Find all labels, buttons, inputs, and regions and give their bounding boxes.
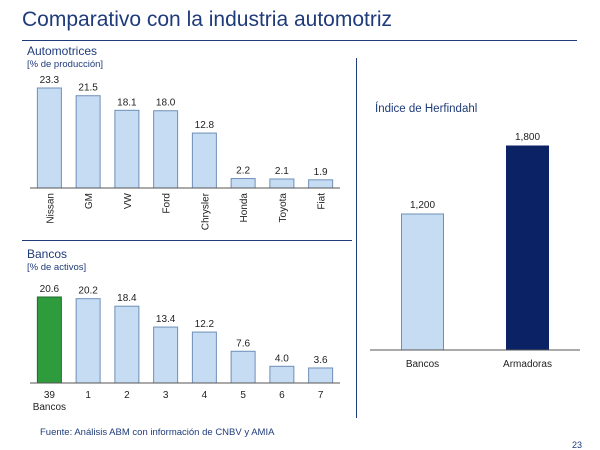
x-tick-label: Nissan xyxy=(45,193,56,224)
x-tick-label: 6 xyxy=(279,390,285,401)
bar xyxy=(153,110,179,189)
data-label: 13.4 xyxy=(156,314,176,325)
x-tick-label: Armadoras xyxy=(503,359,552,370)
bar-highlighted xyxy=(36,296,62,384)
x-tick-label: Fiat xyxy=(317,193,328,210)
bar xyxy=(114,305,140,384)
bar xyxy=(191,331,217,384)
page-number: 23 xyxy=(571,440,582,450)
vertical-divider xyxy=(356,58,357,418)
data-label: 2.2 xyxy=(236,166,250,177)
x-tick-label: Bancos xyxy=(406,359,439,370)
data-label: 1.9 xyxy=(314,167,328,178)
x-tick-label: 2 xyxy=(124,390,130,401)
x-tick-label: 4 xyxy=(202,390,208,401)
data-label: 18.1 xyxy=(117,97,137,108)
data-label: 20.2 xyxy=(78,286,98,297)
x-tick-label: GM xyxy=(84,193,95,209)
x-tick-label: Ford xyxy=(162,193,173,214)
data-label: 12.8 xyxy=(195,120,215,131)
section-divider xyxy=(22,240,352,241)
automotrices-chart-unit: [% de producción] xyxy=(27,59,104,70)
automotrices-chart-title: Automotrices xyxy=(27,44,98,58)
x-tick-label: 7 xyxy=(318,390,324,401)
bar xyxy=(191,132,217,189)
title-divider xyxy=(22,40,577,41)
x-tick-label: Honda xyxy=(239,193,250,223)
bar xyxy=(114,109,140,189)
x-tick-label: 5 xyxy=(240,390,246,401)
data-label: 20.6 xyxy=(40,284,60,295)
x-tick-label: Bancos xyxy=(33,402,66,413)
x-tick-label: VW xyxy=(123,192,134,209)
bar xyxy=(230,350,256,384)
bar xyxy=(506,145,549,351)
bancos-chart-unit: [% de activos] xyxy=(27,262,87,273)
data-label: 7.6 xyxy=(236,338,250,349)
data-label: 2.1 xyxy=(275,166,289,177)
data-label: 18.4 xyxy=(117,293,137,304)
data-label: 21.5 xyxy=(78,83,98,94)
data-label: 18.0 xyxy=(156,98,176,109)
data-label: 1,800 xyxy=(515,132,540,143)
bar xyxy=(153,326,179,384)
data-label: 3.6 xyxy=(314,355,328,366)
bancos-chart-title: Bancos xyxy=(27,247,68,261)
data-label: 23.3 xyxy=(40,75,60,86)
page-title: Comparativo con la industria automotriz xyxy=(22,8,393,31)
x-tick-label: 1 xyxy=(85,390,91,401)
data-label: 4.0 xyxy=(275,353,289,364)
x-tick-label: 3 xyxy=(163,390,169,401)
x-tick-label: Chrysler xyxy=(200,192,211,230)
x-tick-label: Toyota xyxy=(278,193,289,223)
herfindahl-chart-title: Índice de Herfindahl xyxy=(375,103,478,115)
x-tick-label: 39 xyxy=(44,390,56,401)
bar xyxy=(75,298,101,384)
data-label: 1,200 xyxy=(410,200,435,211)
data-label: 12.2 xyxy=(195,319,215,330)
bar xyxy=(401,213,444,351)
source-note: Fuente: Análisis ABM con información de … xyxy=(40,427,275,438)
